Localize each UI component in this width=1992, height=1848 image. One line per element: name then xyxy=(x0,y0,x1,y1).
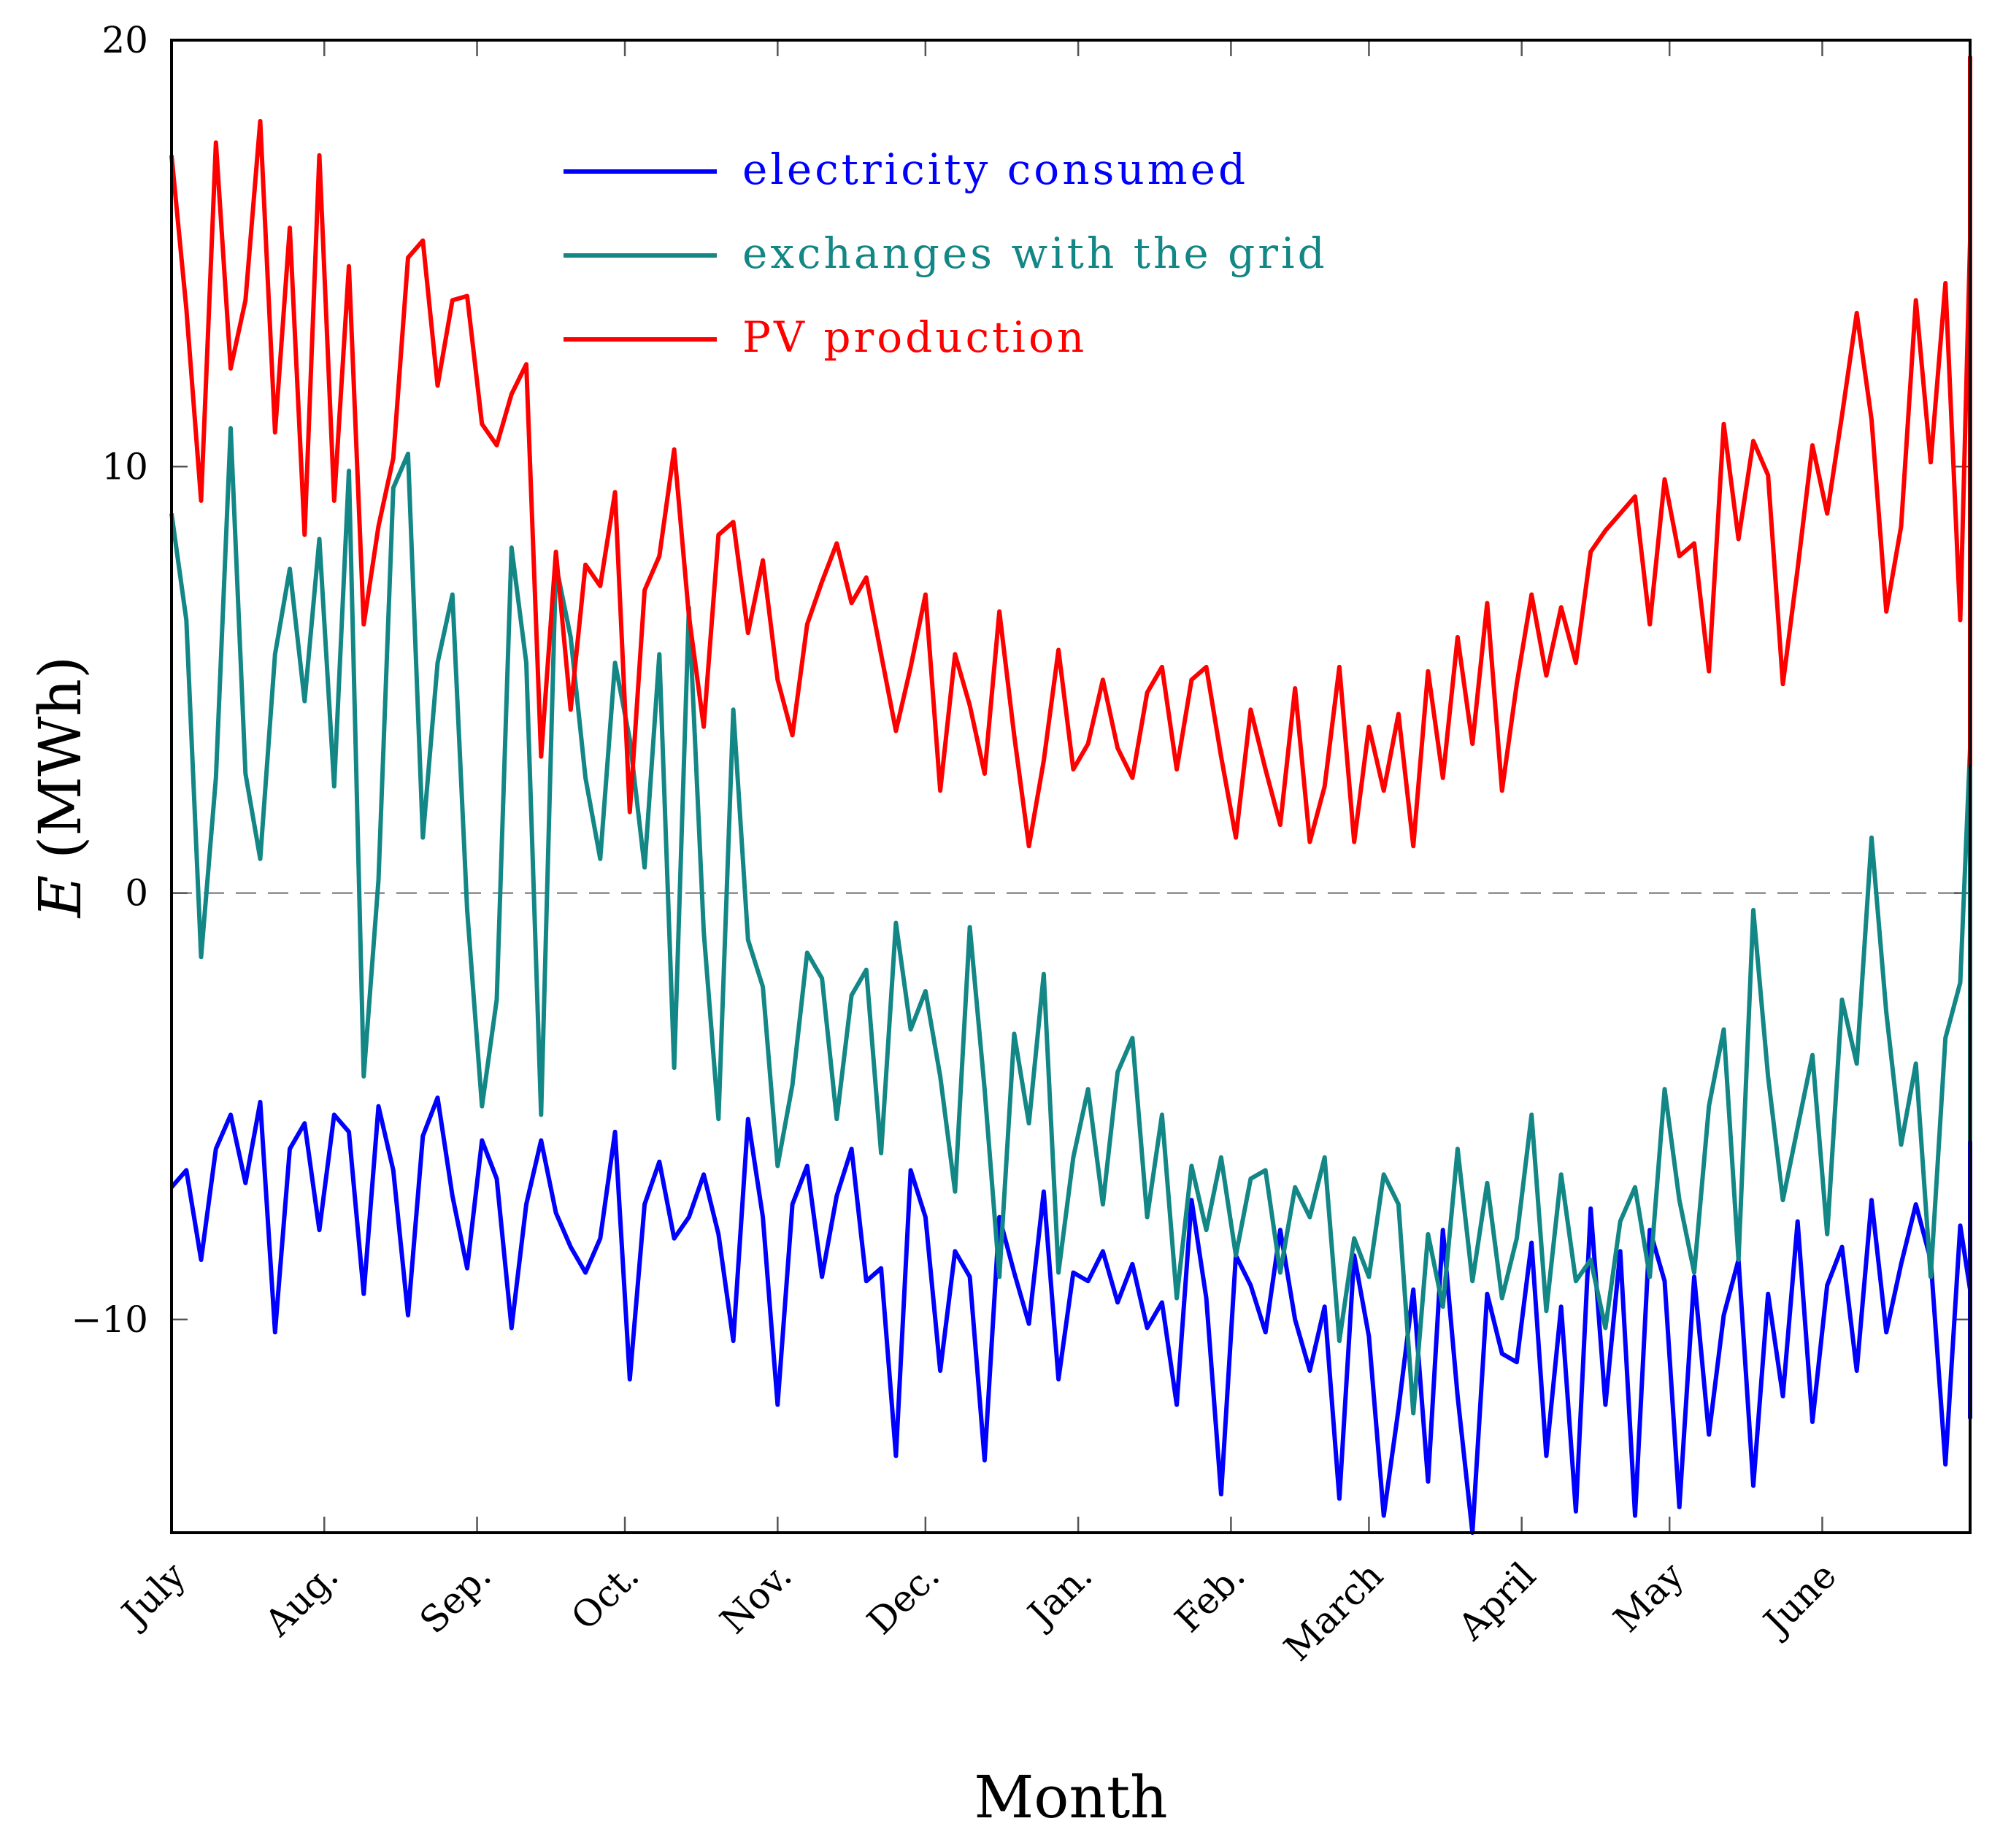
x-tick-label-jan: Jan. xyxy=(1018,1554,1101,1637)
plot-frame xyxy=(170,39,1972,1534)
legend-label-pv-production: PV production xyxy=(742,312,1087,362)
x-tick-label-may: May xyxy=(1605,1554,1692,1641)
x-tick-label-feb: Feb. xyxy=(1166,1554,1253,1640)
y-axis-title: E (MWh) xyxy=(26,656,94,920)
x-tick-label-sep: Sep. xyxy=(412,1554,499,1641)
y-axis-unit: (MWh) xyxy=(26,656,94,859)
y-tick-label: 10 xyxy=(101,445,148,488)
x-tick-label-march: March xyxy=(1276,1554,1391,1669)
x-tick-label-nov: Nov. xyxy=(712,1554,800,1641)
x-tick-label-june: June xyxy=(1753,1554,1845,1645)
series-line-exchanges-with-the-grid xyxy=(169,379,1972,1416)
y-tick-label: 0 xyxy=(125,872,148,915)
y-tick-label: 20 xyxy=(101,19,148,61)
x-tick-label-dec: Dec. xyxy=(859,1554,947,1642)
legend-label-electricity-consumed: electricity consumed xyxy=(742,145,1248,194)
legend-label-exchanges-with-the-grid: exchanges with the grid xyxy=(742,228,1328,278)
x-tick-label-april: April xyxy=(1450,1554,1544,1648)
y-axis-symbol: E xyxy=(26,875,94,919)
x-tick-label-july: July xyxy=(112,1554,194,1636)
x-tick-label-oct: Oct. xyxy=(563,1554,647,1638)
x-axis-title: Month xyxy=(974,1763,1167,1831)
legend: electricity consumed exchanges with the … xyxy=(564,145,1328,362)
y-tick-label: −10 xyxy=(71,1298,148,1341)
x-tick-label-aug: Aug. xyxy=(256,1554,347,1644)
